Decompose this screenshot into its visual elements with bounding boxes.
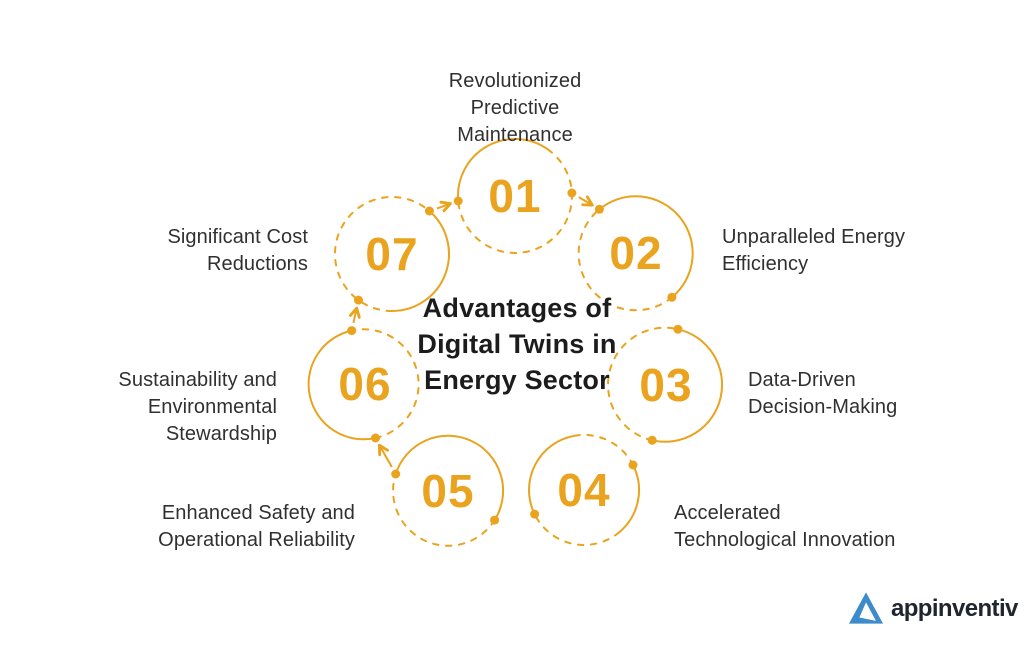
step-label-safety-reliability: Enhanced Safety and Operational Reliabil… (158, 502, 355, 551)
step-circle-03 (607, 324, 724, 445)
junction-dot (490, 515, 500, 525)
junction-dot (347, 326, 357, 336)
step-number-04: 04 (557, 464, 611, 516)
step-number-06: 06 (338, 358, 392, 410)
brand-logo: appinventiv (848, 590, 1018, 627)
step-circle-07 (334, 196, 450, 312)
junction-dot (371, 433, 380, 443)
diagram-title: Advantages of Digital Twins in Energy Se… (417, 293, 617, 395)
junction-dot (391, 469, 401, 479)
brand-name: appinventiv (891, 594, 1018, 622)
step-number-07: 07 (365, 228, 419, 280)
step-number-03: 03 (639, 359, 693, 411)
step-circle-02 (577, 195, 694, 312)
flow-arrow (436, 200, 452, 213)
step-label-energy-efficiency: Unparalleled Energy Efficiency (722, 226, 906, 275)
junction-dot (354, 295, 363, 305)
step-circle-01 (453, 138, 577, 254)
step-number-01: 01 (488, 170, 542, 222)
junction-dot (424, 206, 434, 216)
step-label-cost-reductions: Significant Cost Reductions (167, 226, 308, 275)
junction-dot (594, 204, 604, 214)
junction-dot (647, 435, 657, 445)
step-circle-04 (528, 433, 640, 546)
flow-arrow (378, 443, 393, 468)
flow-arrow (348, 306, 361, 324)
step-number-05: 05 (421, 465, 475, 517)
junction-dot (453, 196, 463, 206)
step-circle-06 (307, 326, 420, 443)
step-label-data-driven: Data-Driven Decision-Making (748, 369, 898, 418)
step-label-technological-innovation: Accelerated Technological Innovation (674, 502, 896, 551)
step-label-sustainability: Sustainability and Environmental Steward… (118, 369, 277, 445)
junction-dot (673, 324, 683, 334)
step-circle-05 (391, 434, 505, 547)
flow-arrow (578, 195, 594, 207)
junction-dot (530, 509, 540, 519)
step-number-02: 02 (609, 227, 663, 279)
junction-dot (628, 460, 638, 470)
junction-dot (567, 188, 577, 198)
step-label-predictive-maintenance: Revolutionized Predictive Maintenance (448, 70, 582, 146)
junction-dot (667, 292, 677, 302)
appinventiv-triangle-icon (848, 592, 884, 624)
